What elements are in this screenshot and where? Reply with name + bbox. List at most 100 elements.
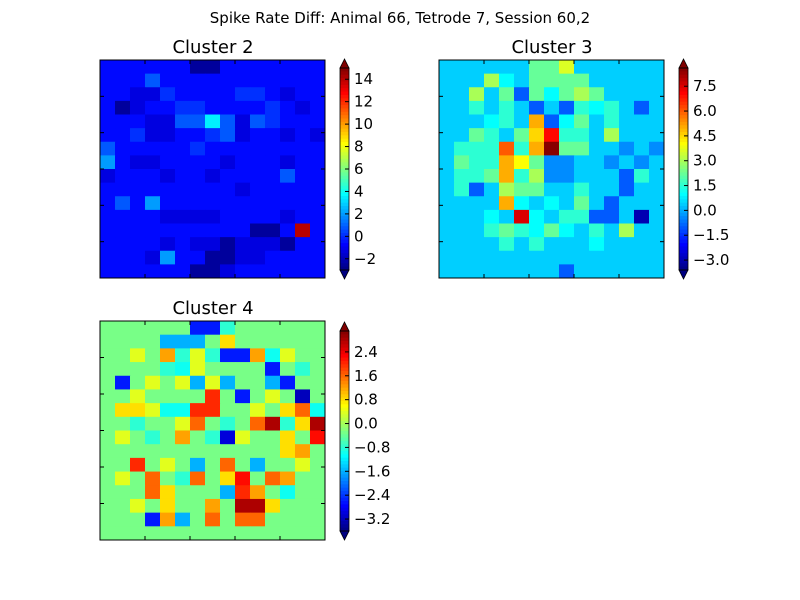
colorbar-segment: [340, 253, 349, 258]
heatmap-cell: [544, 250, 560, 265]
heatmap-cell: [130, 155, 146, 170]
heatmap-cell: [574, 100, 590, 115]
heatmap-cell: [190, 100, 206, 115]
heatmap-cell: [604, 87, 620, 102]
heatmap-cell: [145, 155, 161, 170]
heatmap-cell: [250, 169, 266, 184]
heatmap-cell: [265, 457, 281, 472]
heatmap-cell: [484, 100, 500, 115]
heatmap-cell: [145, 498, 161, 514]
heatmap-cell: [265, 485, 281, 500]
heatmap-cell: [100, 250, 116, 265]
colorbar-segment: [340, 165, 349, 170]
heatmap-cell: [130, 223, 146, 238]
colorbar-segment: [679, 101, 688, 106]
heatmap-cell: [175, 334, 191, 349]
axes-ticks: [439, 60, 664, 278]
colorbar-segment: [340, 195, 349, 200]
heatmap-cell: [190, 362, 206, 377]
colorbar-segment: [679, 243, 688, 247]
heatmap-cell: [175, 114, 191, 129]
heatmap-cell: [310, 100, 326, 115]
heatmap-cell: [574, 60, 590, 75]
heatmap-cell: [604, 209, 620, 224]
heatmap-cell: [649, 100, 665, 115]
heatmap-cell: [499, 114, 515, 129]
heatmap-cell: [115, 498, 131, 514]
heatmap-cell: [130, 444, 146, 459]
heatmap-cell: [250, 334, 266, 349]
colorbar-segment: [340, 391, 349, 395]
heatmap-cell: [115, 321, 131, 336]
colorbar-segment: [340, 401, 349, 405]
heatmap-cell: [190, 457, 206, 472]
heatmap-cell: [160, 526, 176, 541]
colorbar-segment: [340, 128, 349, 133]
colorbar-tick-label: 0.0: [693, 201, 717, 219]
heatmap-cell: [250, 457, 266, 472]
heatmap-cell: [634, 169, 650, 184]
colorbar-segment: [340, 169, 349, 173]
heatmap-cell: [439, 237, 455, 252]
heatmap-cell: [130, 169, 146, 184]
heatmap-cell: [454, 100, 470, 115]
colorbar-segment: [679, 68, 688, 72]
colorbar-tick-label: 14: [354, 70, 373, 88]
heatmap-cell: [250, 182, 266, 197]
heatmap-cell: [205, 73, 221, 88]
colorbar-segment: [340, 78, 349, 82]
colorbar-segment: [679, 118, 688, 123]
heatmap-cell: [265, 100, 281, 115]
heatmap-cell: [469, 141, 485, 156]
heatmap-cell: [250, 87, 266, 102]
colorbar-extend-max: [678, 58, 689, 69]
heatmap-cell: [310, 196, 326, 211]
colorbar-tick-label: 1.5: [693, 177, 717, 195]
heatmap-cell: [280, 128, 296, 143]
heatmap-cell: [175, 182, 191, 197]
colorbar-segment: [679, 91, 688, 96]
heatmap-cell: [160, 485, 176, 500]
heatmap-cell: [190, 334, 206, 349]
heatmap-cell: [589, 250, 605, 265]
colorbar-tick-label: 8: [354, 138, 364, 156]
colorbar-segment: [340, 381, 349, 385]
heatmap-cell: [205, 223, 221, 238]
colorbar-segment: [340, 88, 349, 93]
colorbar-segment: [340, 507, 349, 512]
heatmap-cell: [295, 498, 311, 514]
heatmap-cell: [130, 209, 146, 224]
colorbar-tick-label: 4: [354, 182, 364, 200]
colorbar-segment: [679, 169, 688, 173]
heatmap-cell: [604, 155, 620, 170]
heatmap-cell: [634, 100, 650, 115]
colorbar-segment: [340, 155, 349, 160]
heatmap-cell: [175, 100, 191, 115]
heatmap-cell: [559, 223, 575, 238]
heatmap-cell: [619, 209, 635, 224]
heatmap-cell: [559, 128, 575, 143]
heatmap-cell: [280, 471, 296, 486]
heatmap-cell: [175, 169, 191, 184]
heatmap-cell: [190, 526, 206, 541]
heatmap-cell: [280, 73, 296, 88]
colorbar-tick-label: 6.0: [693, 102, 717, 120]
heatmap-cell: [574, 128, 590, 143]
heatmap-cell: [514, 73, 530, 88]
colorbar-segment: [340, 341, 349, 345]
heatmap-cell: [574, 182, 590, 197]
heatmap-cell: [469, 155, 485, 170]
colorbar-segment: [340, 394, 349, 399]
heatmap-cell: [160, 403, 176, 418]
heatmap-cell: [220, 389, 236, 404]
heatmap-cell: [175, 403, 191, 418]
heatmap-cell: [160, 264, 176, 279]
colorbar-tick-label: −3.0: [693, 251, 729, 269]
heatmap-cell: [619, 114, 635, 129]
heatmap-cell: [280, 444, 296, 459]
heatmap-cell: [145, 141, 161, 156]
colorbar-segment: [340, 404, 349, 409]
heatmap-cell: [529, 223, 545, 238]
heatmap-cell: [310, 348, 326, 363]
